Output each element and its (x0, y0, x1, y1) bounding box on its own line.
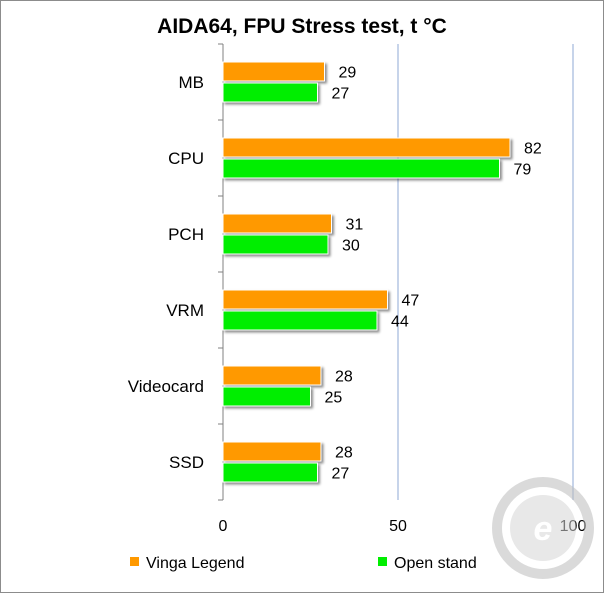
data-label-1-0: 27 (332, 86, 350, 103)
data-label-1-4: 25 (325, 390, 343, 407)
category-label-3: VRM (166, 301, 204, 320)
data-label-0-5: 28 (335, 445, 353, 462)
bar-open-stand-5 (222, 462, 318, 483)
category-label-1: CPU (168, 149, 204, 168)
bar-open-stand-4 (222, 386, 311, 407)
x-tick-label-1: 50 (389, 518, 407, 535)
category-label-2: PCH (168, 225, 204, 244)
category-label-4: Videocard (128, 377, 204, 396)
data-label-1-1: 79 (514, 162, 532, 179)
legend-swatch-0 (130, 557, 139, 566)
watermark-logo: e (492, 477, 594, 579)
bar-vinga-legend-3 (222, 289, 388, 310)
legend-label-0: Vinga Legend (146, 555, 244, 572)
bar-open-stand-2 (222, 234, 329, 255)
legend-label-1: Open stand (394, 555, 477, 572)
bar-vinga-legend-5 (222, 441, 322, 462)
x-tick-label-0: 0 (219, 518, 228, 535)
bar-vinga-legend-0 (222, 61, 325, 82)
bar-vinga-legend-4 (222, 365, 322, 386)
data-label-1-5: 27 (332, 466, 350, 483)
grid-lines (397, 44, 574, 500)
data-label-0-0: 29 (339, 65, 357, 82)
data-label-0-3: 47 (402, 293, 420, 310)
category-label-5: SSD (169, 453, 204, 472)
bar-vinga-legend-2 (222, 213, 332, 234)
category-labels: MB CPU PCH VRM Videocard SSD (128, 73, 204, 472)
legend-swatch-1 (378, 557, 387, 566)
bar-vinga-legend-1 (222, 137, 511, 158)
legend: Vinga Legend Open stand (130, 555, 477, 572)
bar-open-stand-0 (222, 82, 318, 103)
bar-open-stand-3 (222, 310, 378, 331)
svg-text:e: e (534, 510, 553, 548)
data-label-1-3: 44 (391, 314, 409, 331)
data-label-0-1: 82 (524, 141, 542, 158)
bars (222, 61, 511, 483)
chart-title: AIDA64, FPU Stress test, t °C (157, 15, 447, 38)
data-label-1-2: 30 (342, 238, 360, 255)
data-label-0-2: 31 (346, 217, 364, 234)
data-labels: 29 27 82 79 31 30 47 44 28 25 28 27 (325, 65, 542, 483)
y-axis (218, 43, 224, 501)
data-label-0-4: 28 (335, 369, 353, 386)
bar-open-stand-1 (222, 158, 500, 179)
category-label-0: MB (179, 73, 205, 92)
